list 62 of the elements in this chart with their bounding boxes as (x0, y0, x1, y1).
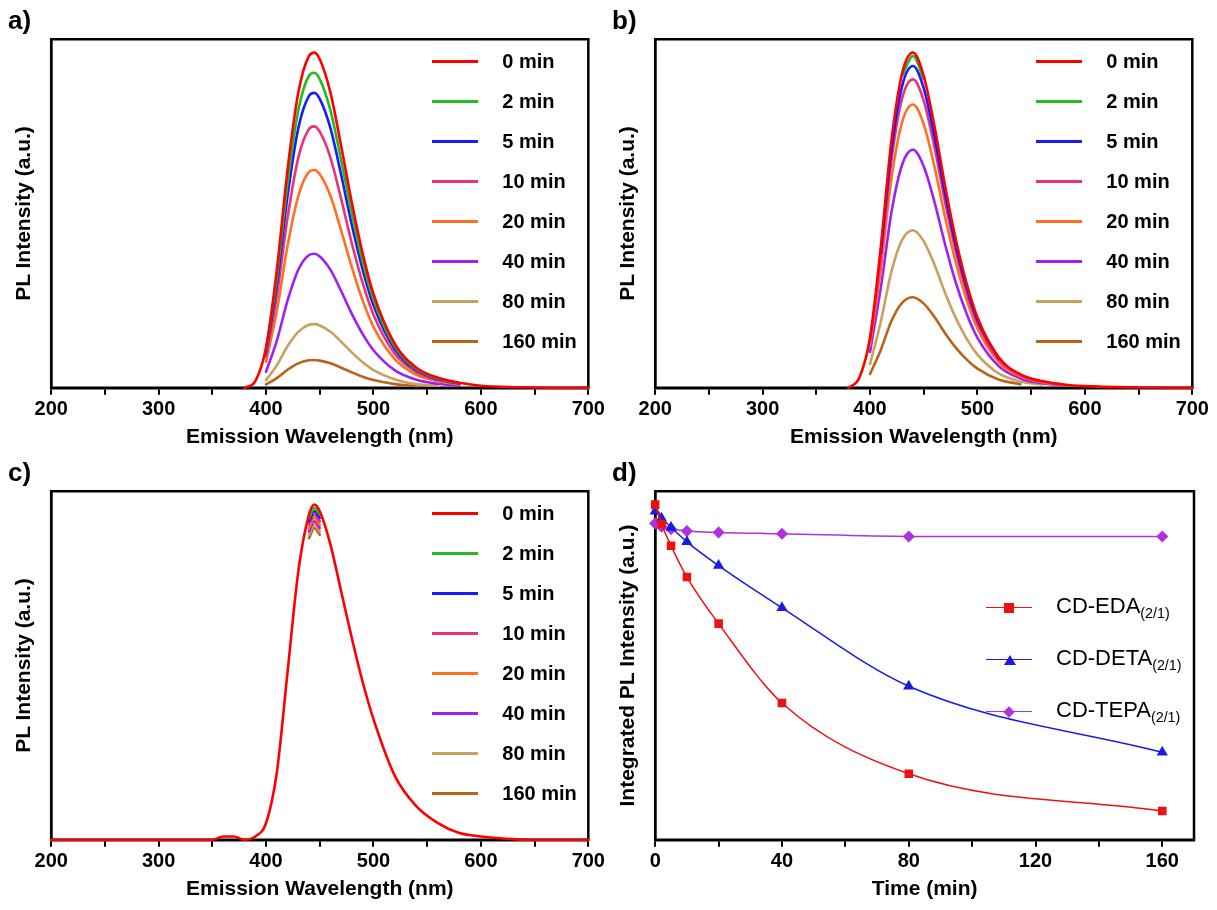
x-tick-label: 600 (464, 397, 498, 420)
x-tick-label: 300 (745, 397, 780, 420)
x-tick-label: 500 (356, 849, 391, 872)
x-tick-label: 700 (571, 397, 605, 420)
legend-label: 20 min (1106, 210, 1170, 233)
x-tick-label: 160 (1145, 849, 1179, 872)
chart-title: a) (8, 4, 32, 35)
legend-label: 10 min (1106, 170, 1170, 193)
x-tick-label: 80 (897, 849, 920, 872)
x-axis-title: Time (min) (871, 876, 978, 900)
legend-label: CD-EDA$_{(2/1)}$ (1056, 592, 1170, 622)
legend-label: CD-DETA$_{(2/1)}$ (1056, 644, 1182, 674)
x-tick-label: 400 (249, 397, 283, 420)
x-tick-label: 700 (571, 849, 605, 872)
legend-label: 160 min (502, 782, 577, 805)
x-tick-label: 0 (649, 849, 661, 872)
x-tick-label: 120 (1018, 849, 1053, 872)
legend-label: 40 min (502, 250, 566, 273)
legend-label: 2 min (502, 90, 555, 113)
x-tick-label: 400 (249, 849, 283, 872)
x-tick-label: 40 (770, 849, 794, 872)
x-tick-label: 300 (141, 849, 176, 872)
legend-label: CD-TEPA$_{(2/1)}$ (1056, 696, 1181, 726)
x-axis-title: Emission Wavelength (nm) (185, 424, 454, 448)
legend-label: 0 min (502, 502, 555, 525)
legend-label: 40 min (1106, 250, 1170, 273)
legend-label: 5 min (502, 130, 555, 153)
y-axis-title: PL Intensity (a.u.) (11, 578, 35, 753)
x-tick-label: 700 (1175, 397, 1209, 420)
legend-label: 0 min (1106, 50, 1159, 73)
legend-label: 5 min (1106, 130, 1159, 153)
legend-label: 20 min (502, 210, 566, 233)
legend-label: 80 min (502, 742, 566, 765)
legend-label: 160 min (502, 330, 577, 353)
legend-label: 40 min (502, 702, 566, 725)
x-tick-label: 200 (34, 397, 68, 420)
x-tick-label: 200 (638, 397, 672, 420)
y-axis-title: PL Intensity (a.u.) (11, 126, 35, 301)
y-axis-title: PL Intensity (a.u.) (615, 126, 639, 301)
legend-label: 160 min (1106, 330, 1181, 353)
legend-label: 5 min (502, 582, 555, 605)
legend-label: 2 min (1106, 90, 1159, 113)
legend-label: 80 min (1106, 290, 1170, 313)
x-tick-label: 400 (853, 397, 887, 420)
y-axis-title: Integrated PL Intensity (a.u.) (615, 524, 639, 807)
legend-label: 0 min (502, 50, 555, 73)
legend-label: 10 min (502, 622, 566, 645)
chart-title: b) (612, 4, 637, 35)
chart-title: d) (612, 456, 637, 487)
x-axis-title: Emission Wavelength (nm) (185, 876, 454, 900)
chart-title: c) (8, 456, 32, 487)
legend-label: 10 min (502, 170, 566, 193)
x-tick-label: 600 (464, 849, 498, 872)
x-axis-title: Emission Wavelength (nm) (789, 424, 1058, 448)
legend-label: 2 min (502, 542, 555, 565)
x-tick-label: 200 (34, 849, 68, 872)
x-tick-label: 500 (960, 397, 995, 420)
legend-label: 80 min (502, 290, 566, 313)
x-tick-label: 300 (141, 397, 176, 420)
legend-label: 20 min (502, 662, 566, 685)
x-tick-label: 500 (356, 397, 391, 420)
x-tick-label: 600 (1068, 397, 1102, 420)
